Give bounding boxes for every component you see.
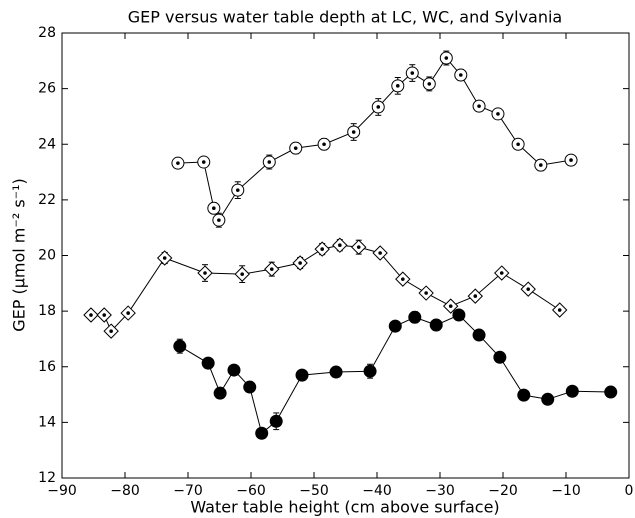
marker <box>329 365 343 379</box>
marker-dot <box>89 313 93 317</box>
marker <box>408 310 422 324</box>
marker-dot <box>376 105 381 109</box>
x-tick-label: −20 <box>488 483 518 499</box>
marker <box>517 388 531 402</box>
marker-dot <box>473 294 478 298</box>
marker-dot <box>424 291 428 295</box>
marker <box>295 368 309 382</box>
marker-dot <box>267 160 272 164</box>
marker-dot <box>496 112 500 116</box>
marker-dot <box>356 245 361 249</box>
y-tick-label: 12 <box>38 470 56 486</box>
marker-dot <box>269 267 274 271</box>
x-tick-label: −30 <box>425 483 455 499</box>
marker <box>388 319 402 333</box>
y-tick-label: 22 <box>38 192 56 208</box>
chart-title: GEP versus water table depth at LC, WC, … <box>128 8 562 27</box>
x-tick-label: −80 <box>110 483 140 499</box>
marker <box>429 318 443 332</box>
marker-dot <box>410 71 415 75</box>
marker <box>255 426 269 440</box>
x-tick-label: −40 <box>362 483 392 499</box>
y-tick-label: 26 <box>38 81 56 97</box>
marker-dot <box>351 130 356 134</box>
marker-dot <box>102 313 107 317</box>
y-tick-label: 24 <box>38 136 56 152</box>
marker <box>363 364 377 378</box>
x-tick-label: −90 <box>47 483 77 499</box>
y-tick-label: 16 <box>38 359 56 375</box>
marker <box>565 384 579 398</box>
marker-dot <box>401 277 405 281</box>
x-axis-label: Water table height (cm above surface) <box>190 498 499 517</box>
marker <box>493 350 507 364</box>
y-axis-label: GEP (μmol m⁻² s⁻¹) <box>10 178 29 332</box>
marker <box>173 339 187 353</box>
marker-dot <box>235 188 240 192</box>
marker-dot <box>240 272 244 276</box>
marker-dot <box>203 271 207 275</box>
x-tick-label: −10 <box>551 483 581 499</box>
marker-dot <box>448 304 453 308</box>
y-tick-label: 14 <box>38 414 56 430</box>
marker-dot <box>126 311 130 315</box>
y-tick-label: 20 <box>38 248 56 264</box>
marker-dot <box>378 251 382 255</box>
marker <box>227 363 241 377</box>
marker <box>604 385 618 399</box>
marker <box>213 386 227 400</box>
marker-dot <box>516 142 520 147</box>
marker <box>472 328 486 342</box>
y-tick-label: 18 <box>38 303 56 319</box>
marker-dot <box>176 161 180 165</box>
marker-dot <box>109 329 113 333</box>
marker-dot <box>569 158 573 162</box>
marker-dot <box>477 104 481 108</box>
marker <box>269 414 283 428</box>
marker-dot <box>162 256 167 260</box>
marker-dot <box>526 287 530 291</box>
marker-dot <box>298 261 302 265</box>
marker <box>201 356 215 370</box>
plot-frame <box>61 32 630 479</box>
marker-dot <box>293 146 298 150</box>
y-tick-label: 28 <box>38 25 56 41</box>
series-line <box>179 314 611 435</box>
marker-dot <box>338 243 342 248</box>
x-tick-label: −70 <box>173 483 203 499</box>
x-tick-label: 0 <box>625 483 634 499</box>
x-tick-label: −60 <box>236 483 266 499</box>
marker-dot <box>557 308 562 312</box>
marker <box>541 392 555 406</box>
x-tick-label: −50 <box>299 483 329 499</box>
marker-dot <box>539 163 543 167</box>
marker-dot <box>444 56 449 60</box>
marker-dot <box>320 247 324 251</box>
marker-dot <box>212 206 216 211</box>
marker-dot <box>395 84 400 88</box>
marker-dot <box>322 142 326 147</box>
marker <box>452 308 466 322</box>
marker <box>243 380 257 394</box>
marker-dot <box>427 82 432 86</box>
marker-dot <box>217 218 221 222</box>
marker-dot <box>499 271 504 275</box>
marker-dot <box>201 160 206 164</box>
marker-dot <box>458 73 463 77</box>
